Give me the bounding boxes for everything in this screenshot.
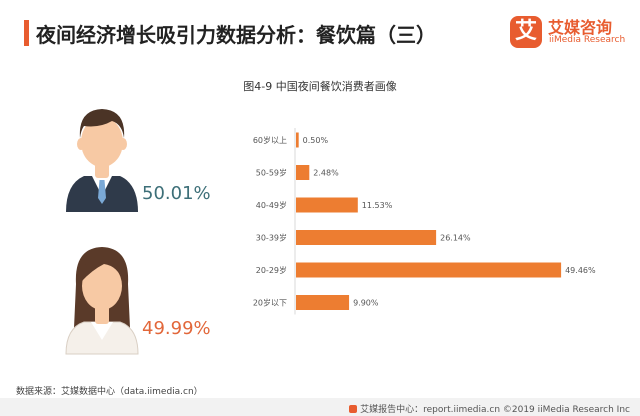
page-title: 夜间经济增长吸引力数据分析：餐饮篇（三） [36, 23, 436, 47]
logo-name-cn: 艾媒咨询 [548, 18, 613, 37]
bar-5 [296, 295, 350, 310]
y-tick-label: 20-29岁 [256, 265, 287, 275]
footer-logo-icon [349, 405, 358, 413]
logo-mark-icon: 艾 [510, 16, 542, 48]
bar-data-label: 26.14% [440, 234, 471, 243]
bar-0 [296, 132, 299, 148]
bar-3 [296, 230, 437, 245]
y-tick-label: 50-59岁 [256, 168, 287, 178]
y-tick-label: 20岁以下 [253, 298, 287, 308]
bar-data-label: 49.46% [565, 266, 596, 275]
data-source: 数据来源：艾媒数据中心（data.iimedia.cn） [16, 387, 203, 397]
brand-logo: 艾 艾媒咨询 iiMedia Research [510, 14, 634, 52]
bar-1 [296, 165, 310, 180]
footer-bar [0, 398, 640, 416]
bar-data-label: 11.53% [362, 201, 393, 210]
bar-data-label: 0.50% [303, 136, 329, 145]
male-persona-icon [66, 109, 138, 212]
female-percentage: 49.99% [142, 318, 211, 339]
y-tick-label: 40-49岁 [256, 200, 287, 210]
bar-data-label: 9.90% [353, 299, 379, 308]
logo-name-en: iiMedia Research [549, 35, 626, 45]
footer-text: 艾媒报告中心：report.iimedia.cn ©2019 iiMedia R… [349, 402, 630, 415]
bar-data-label: 2.48% [313, 169, 339, 178]
y-tick-label: 30-39岁 [256, 233, 287, 243]
bar-2 [296, 197, 358, 213]
header: 夜间经济增长吸引力数据分析：餐饮篇（三） 艾 艾媒咨询 iiMedia Rese… [0, 0, 640, 56]
female-persona-icon [65, 247, 139, 355]
chart-title: 图4-9 中国夜间餐饮消费者画像 [243, 80, 397, 93]
y-tick-label: 60岁以上 [253, 135, 287, 145]
male-percentage: 50.01% [142, 183, 211, 204]
bar-4 [296, 262, 562, 278]
footer-label: 艾媒报告中心：report.iimedia.cn ©2019 iiMedia R… [360, 405, 630, 415]
header-accent-bar [24, 20, 29, 46]
